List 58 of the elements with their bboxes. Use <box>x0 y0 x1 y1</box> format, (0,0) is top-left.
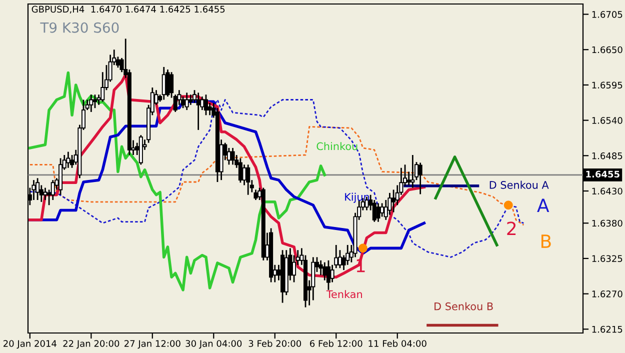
candlestick <box>238 158 242 184</box>
y-tick-label: 1.6705 <box>592 11 622 18</box>
x-tick-label: 11 Feb 04:00 <box>368 340 426 347</box>
y-tick-label: 1.6650 <box>592 46 622 54</box>
y-tick-label: 1.6595 <box>592 82 622 89</box>
candlestick <box>346 244 350 266</box>
series-label: D Senkou B <box>434 302 493 310</box>
candlestick <box>92 94 97 109</box>
candlestick <box>410 154 415 188</box>
x-tick-label: 3 Feb 20:00 <box>248 340 302 347</box>
y-tick-label: 1.6270 <box>592 290 622 298</box>
candlestick <box>204 94 208 116</box>
candlestick <box>372 199 376 223</box>
candlestick <box>242 164 246 186</box>
candlestick <box>43 187 48 201</box>
series-label: D Senkou A <box>490 180 549 189</box>
x-tick-label: 6 Feb 12:00 <box>310 340 362 347</box>
candlestick <box>70 154 74 169</box>
candlestick <box>188 94 193 106</box>
candlestick <box>254 189 258 201</box>
y-tick-label: 1.6380 <box>592 220 622 227</box>
candlestick <box>226 147 231 166</box>
candlestick <box>246 164 250 196</box>
candlestick <box>89 94 94 113</box>
x-tick-label: 22 Jan 20:00 <box>63 340 120 349</box>
candlestick <box>166 68 170 98</box>
chart-title: GBPUSD,H4 1.6470 1.6474 1.6425 1.6455 <box>32 6 225 14</box>
candlestick <box>322 262 327 282</box>
x-tick-label: 20 Jan 2014 <box>4 340 56 349</box>
x-tick-label: 27 Jan 12:00 <box>124 340 180 349</box>
y-tick-label: 1.6430 <box>592 188 622 195</box>
candlestick <box>184 92 189 111</box>
y-tick-label: 1.6540 <box>592 117 622 124</box>
text: T9 K30 S60 <box>40 22 119 33</box>
y-tick-label: 1.6485 <box>592 152 622 160</box>
candlestick <box>392 189 396 213</box>
series-label: Chinkou <box>316 142 358 150</box>
candlestick <box>36 177 40 201</box>
annotation: 2 <box>507 222 516 236</box>
candlestick <box>418 162 422 195</box>
candlestick <box>376 202 380 223</box>
candlestick <box>66 151 70 169</box>
candlestick <box>338 249 342 269</box>
candlestick <box>230 147 235 166</box>
candlestick <box>50 179 55 201</box>
candlestick <box>380 202 384 218</box>
ref-line-label: 1.6455 <box>586 170 620 178</box>
text: Kijun <box>345 192 370 203</box>
candlestick <box>32 179 36 201</box>
annotation: A <box>537 198 550 212</box>
candlestick <box>406 171 411 186</box>
y-tick-label: 1.6215 <box>592 326 622 333</box>
candlestick <box>326 260 330 291</box>
y-tick-label: 1.6325 <box>592 255 622 262</box>
x-tick-label: 30 Jan 04:00 <box>186 340 242 349</box>
annotation: B <box>541 234 551 248</box>
series-label: Tenkan <box>326 290 362 298</box>
candlestick <box>208 102 212 116</box>
